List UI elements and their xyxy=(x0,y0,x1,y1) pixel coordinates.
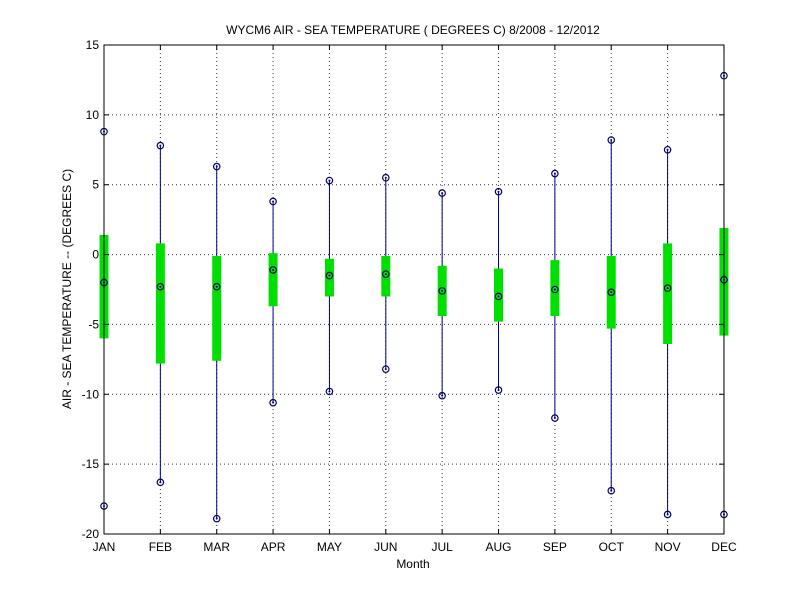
min-marker xyxy=(156,478,165,487)
max-marker xyxy=(156,141,165,150)
max-marker-dot xyxy=(215,165,218,168)
iqr-box xyxy=(550,260,560,317)
iqr-box xyxy=(494,268,504,322)
y-tick-label: 0 xyxy=(92,248,99,262)
iqr-box xyxy=(268,253,278,307)
x-tick-label: OCT xyxy=(599,540,625,554)
y-tick-label: 10 xyxy=(86,108,100,122)
max-marker xyxy=(269,197,277,206)
max-marker-dot xyxy=(159,144,162,147)
min-marker xyxy=(438,391,446,400)
min-marker xyxy=(551,414,559,422)
min-marker xyxy=(325,387,334,396)
max-marker xyxy=(607,136,616,144)
median-marker xyxy=(607,288,616,297)
median-marker xyxy=(381,270,390,278)
max-marker-dot xyxy=(497,190,500,193)
median-marker-dot xyxy=(384,273,387,276)
min-marker xyxy=(494,386,503,394)
y-tick-label: -15 xyxy=(82,457,100,471)
y-axis-label: AIR - SEA TEMPERATURE -- (DEGREES C) xyxy=(60,169,74,409)
min-marker-dot xyxy=(666,513,669,516)
min-marker xyxy=(212,514,221,523)
x-axis-label: Month xyxy=(396,557,429,571)
max-marker-dot xyxy=(610,139,613,142)
x-tick-label: MAY xyxy=(317,540,342,554)
chart-title: WYCM6 AIR - SEA TEMPERATURE ( DEGREES C)… xyxy=(226,23,600,37)
min-marker-dot xyxy=(610,489,613,492)
y-tick-label: -20 xyxy=(82,527,100,541)
iqr-box xyxy=(155,243,165,364)
median-marker-dot xyxy=(328,274,331,277)
median-marker xyxy=(212,282,221,291)
y-ticks: -20 -15 -10 -5 0 5 10 15 xyxy=(82,38,724,541)
median-marker-dot xyxy=(272,268,275,271)
min-marker-dot xyxy=(215,517,218,520)
max-marker xyxy=(663,145,672,154)
median-marker-dot xyxy=(666,287,669,290)
max-marker xyxy=(325,176,334,185)
median-marker xyxy=(663,284,672,292)
median-marker-dot xyxy=(441,289,444,292)
x-tick-label: DEC xyxy=(711,540,737,554)
y-tick-label: -5 xyxy=(88,317,99,331)
min-marker-dot xyxy=(384,368,387,371)
min-marker xyxy=(607,486,616,495)
min-marker-dot xyxy=(272,401,275,404)
x-tick-label: SEP xyxy=(543,540,567,554)
median-marker xyxy=(156,282,165,291)
x-tick-label: JAN xyxy=(93,540,116,554)
min-marker-dot xyxy=(328,390,331,393)
median-marker xyxy=(494,292,503,301)
x-tick-label: JUL xyxy=(431,540,453,554)
median-marker xyxy=(551,285,559,294)
max-marker-dot xyxy=(666,148,669,151)
x-ticks: JAN FEB MAR APR MAY JUN JUL AUG SEP OCT NOV DEC xyxy=(93,45,737,554)
median-marker xyxy=(269,266,277,274)
min-marker-dot xyxy=(441,394,444,397)
iqr-box xyxy=(381,255,391,297)
min-marker-dot xyxy=(497,389,500,392)
min-marker xyxy=(269,398,277,407)
plot-frame xyxy=(103,44,725,535)
min-marker-dot xyxy=(553,417,556,420)
max-marker xyxy=(551,169,559,178)
x-tick-label: JUN xyxy=(374,540,397,554)
x-tick-label: APR xyxy=(261,540,286,554)
iqr-box xyxy=(663,243,673,344)
max-marker-dot xyxy=(328,179,331,182)
x-tick-label: MAR xyxy=(203,540,230,554)
max-marker-dot xyxy=(441,192,444,195)
x-tick-label: FEB xyxy=(149,540,172,554)
min-marker xyxy=(663,510,672,519)
min-marker-dot xyxy=(159,481,162,484)
x-tick-label: AUG xyxy=(486,540,512,554)
median-marker-dot xyxy=(553,288,556,291)
median-marker-dot xyxy=(159,285,162,288)
max-marker xyxy=(494,187,503,196)
median-marker xyxy=(438,287,446,295)
max-marker xyxy=(212,162,221,171)
y-tick-label: 15 xyxy=(86,38,100,52)
median-marker xyxy=(325,271,334,280)
median-marker-dot xyxy=(497,295,500,298)
median-marker-dot xyxy=(215,285,218,288)
max-marker-dot xyxy=(272,200,275,203)
x-tick-label: NOV xyxy=(655,540,681,554)
max-marker-dot xyxy=(384,176,387,179)
median-marker-dot xyxy=(610,291,613,294)
y-tick-label: 5 xyxy=(92,178,99,192)
iqr-box xyxy=(212,255,222,361)
max-marker-dot xyxy=(553,172,556,175)
y-tick-label: -10 xyxy=(82,387,100,401)
min-marker xyxy=(381,365,390,373)
iqr-box xyxy=(324,258,334,297)
max-marker xyxy=(438,189,446,197)
max-marker xyxy=(381,173,390,182)
